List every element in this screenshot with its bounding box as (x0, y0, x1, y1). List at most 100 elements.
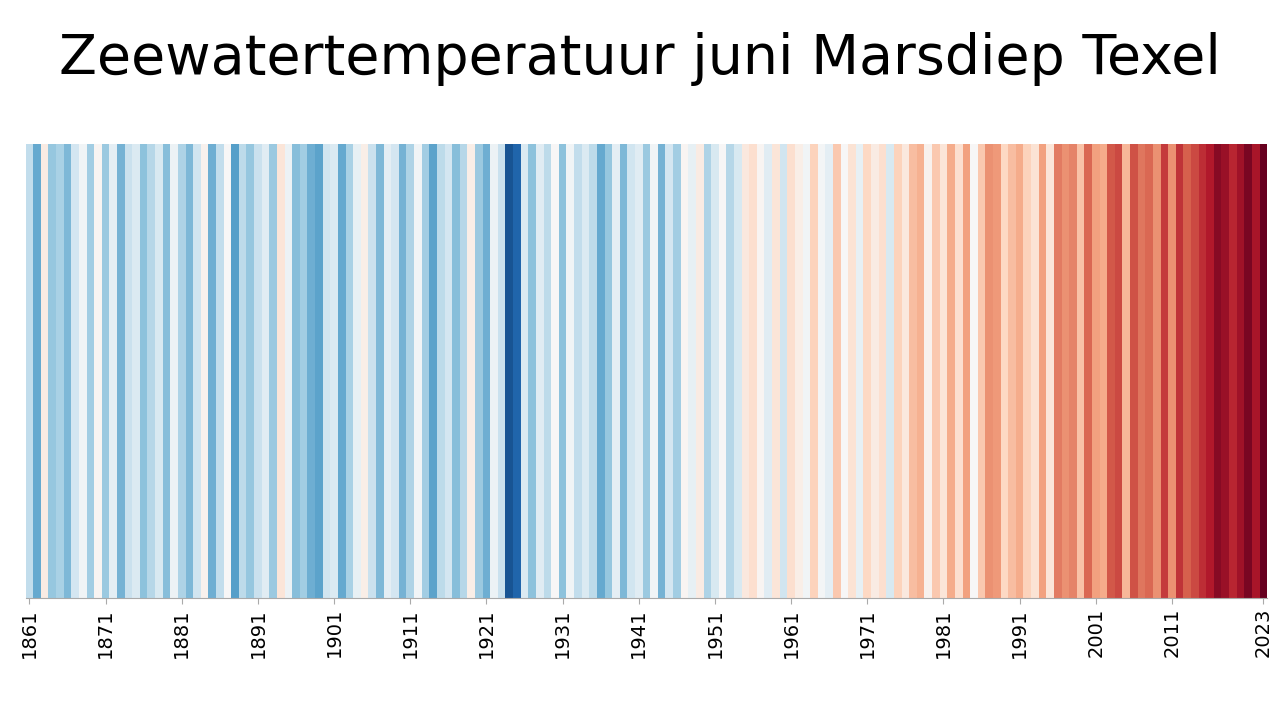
Bar (1221, 144, 1229, 598)
Bar (498, 144, 506, 598)
Bar (376, 144, 384, 598)
Bar (116, 144, 124, 598)
Bar (1153, 144, 1161, 598)
Bar (1053, 144, 1061, 598)
Bar (460, 144, 467, 598)
Bar (955, 144, 963, 598)
Bar (1016, 144, 1024, 598)
Bar (1198, 144, 1206, 598)
Bar (1092, 144, 1100, 598)
Bar (163, 144, 170, 598)
Bar (924, 144, 932, 598)
Bar (780, 144, 787, 598)
Bar (536, 144, 544, 598)
Bar (712, 144, 719, 598)
Bar (399, 144, 407, 598)
Bar (292, 144, 300, 598)
Bar (1176, 144, 1184, 598)
Bar (392, 144, 399, 598)
Bar (307, 144, 315, 598)
Bar (132, 144, 140, 598)
Bar (436, 144, 444, 598)
Bar (689, 144, 696, 598)
Bar (201, 144, 209, 598)
Bar (1123, 144, 1130, 598)
Bar (147, 144, 155, 598)
Bar (1146, 144, 1153, 598)
Bar (810, 144, 818, 598)
Bar (1038, 144, 1046, 598)
Bar (947, 144, 955, 598)
Bar (26, 144, 33, 598)
Bar (33, 144, 41, 598)
Bar (993, 144, 1001, 598)
Bar (109, 144, 116, 598)
Bar (323, 144, 330, 598)
Bar (1190, 144, 1198, 598)
Bar (421, 144, 429, 598)
Bar (1244, 144, 1252, 598)
Text: Zeewatertemperatuur juni Marsdiep Texel: Zeewatertemperatuur juni Marsdiep Texel (59, 32, 1221, 86)
Bar (818, 144, 826, 598)
Bar (1236, 144, 1244, 598)
Bar (1252, 144, 1260, 598)
Bar (232, 144, 239, 598)
Bar (932, 144, 940, 598)
Bar (1009, 144, 1016, 598)
Bar (901, 144, 909, 598)
Bar (963, 144, 970, 598)
Bar (581, 144, 589, 598)
Bar (276, 144, 284, 598)
Bar (513, 144, 521, 598)
Bar (269, 144, 276, 598)
Bar (1084, 144, 1092, 598)
Bar (483, 144, 490, 598)
Bar (1069, 144, 1076, 598)
Bar (170, 144, 178, 598)
Bar (970, 144, 978, 598)
Bar (56, 144, 64, 598)
Bar (239, 144, 247, 598)
Bar (413, 144, 421, 598)
Bar (986, 144, 993, 598)
Bar (452, 144, 460, 598)
Bar (178, 144, 186, 598)
Bar (346, 144, 353, 598)
Bar (1184, 144, 1190, 598)
Bar (467, 144, 475, 598)
Bar (521, 144, 529, 598)
Bar (49, 144, 56, 598)
Bar (1024, 144, 1032, 598)
Bar (803, 144, 810, 598)
Bar (1213, 144, 1221, 598)
Bar (719, 144, 726, 598)
Bar (209, 144, 216, 598)
Bar (506, 144, 513, 598)
Bar (916, 144, 924, 598)
Bar (95, 144, 102, 598)
Bar (224, 144, 232, 598)
Bar (1046, 144, 1053, 598)
Bar (696, 144, 704, 598)
Bar (864, 144, 872, 598)
Bar (658, 144, 666, 598)
Bar (41, 144, 49, 598)
Bar (872, 144, 879, 598)
Bar (940, 144, 947, 598)
Bar (1229, 144, 1236, 598)
Bar (772, 144, 780, 598)
Bar (573, 144, 581, 598)
Bar (475, 144, 483, 598)
Bar (552, 144, 559, 598)
Bar (1138, 144, 1146, 598)
Bar (604, 144, 612, 598)
Bar (247, 144, 255, 598)
Bar (627, 144, 635, 598)
Bar (1076, 144, 1084, 598)
Bar (1032, 144, 1038, 598)
Bar (353, 144, 361, 598)
Bar (567, 144, 573, 598)
Bar (186, 144, 193, 598)
Bar (749, 144, 756, 598)
Bar (369, 144, 376, 598)
